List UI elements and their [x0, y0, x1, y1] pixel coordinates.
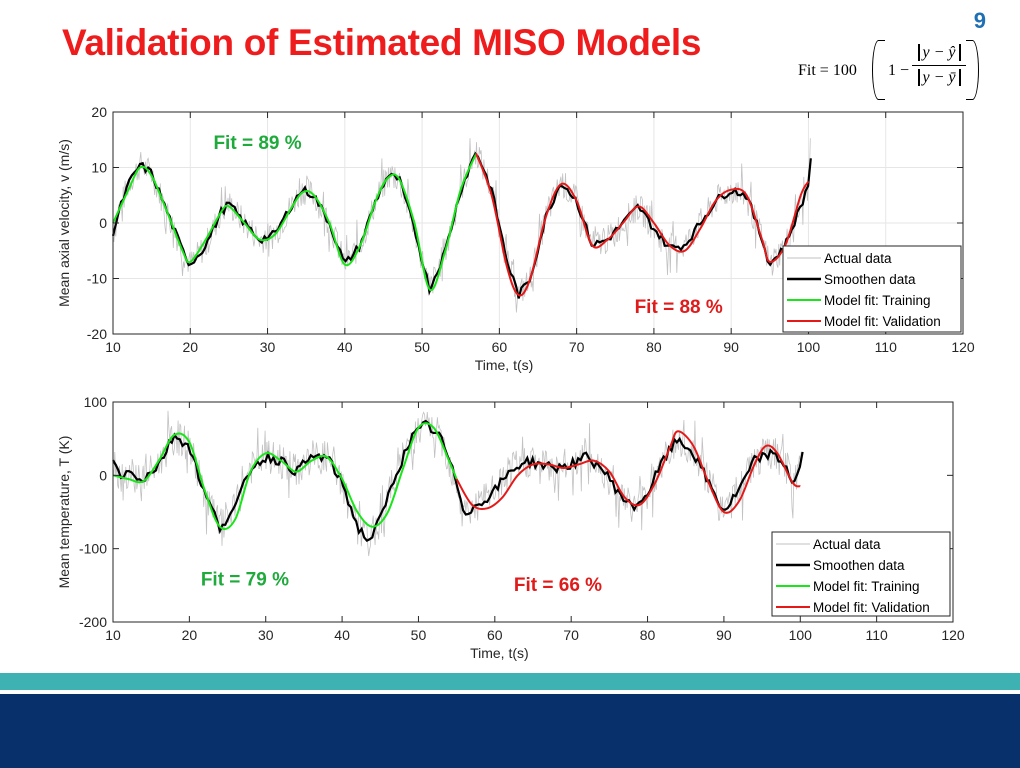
series-model-fit-validation	[475, 153, 810, 297]
x-tick-label: 120	[951, 339, 975, 355]
legend-label: Actual data	[813, 537, 881, 552]
x-tick-label: 110	[865, 627, 888, 643]
legend-label: Model fit: Validation	[813, 600, 930, 615]
x-tick-label: 110	[875, 339, 898, 355]
footer-navy-band	[0, 694, 1020, 768]
fit-formula: Fit = 100 1 − y − ŷ y − ȳ	[798, 36, 988, 102]
x-tick-label: 80	[640, 627, 656, 643]
slide-title: Validation of Estimated MISO Models	[62, 22, 702, 63]
y-axis-label: Mean axial velocity, v (m/s)	[56, 139, 72, 307]
x-tick-label: 30	[258, 627, 274, 643]
chart-2: 10 20 30 40 50 60 70 80 90 100 110 120 -200 -100 0 100 T…	[56, 394, 965, 661]
charts-canvas: 10 20 30 40 50 60 70 80 90 100 110 120-20-1001020Ti…	[56, 104, 975, 661]
legend-box	[771, 531, 951, 617]
y-tick-label: 0	[99, 215, 107, 231]
y-axis-label: Mean temperature, T (K)	[56, 436, 72, 589]
legend-label: Smoothen data	[824, 272, 916, 287]
formula-denominator: y − ȳ	[917, 69, 961, 86]
y-tick-label: 100	[84, 394, 108, 410]
series-model-fit-validation	[455, 430, 801, 514]
formula-one-minus: 1 −	[888, 62, 910, 79]
legend: Actual data Smoothen data Model fit: Train…	[782, 245, 962, 333]
legend-label: Actual data	[824, 251, 892, 266]
x-tick-label: 10	[105, 627, 121, 643]
y-tick-label: -10	[87, 271, 107, 287]
footer-gap	[0, 690, 1020, 694]
legend-label: Smoothen data	[813, 558, 905, 573]
formula-lhs: Fit = 100	[798, 62, 857, 79]
x-tick-label: 90	[716, 627, 732, 643]
y-tick-label: 0	[99, 467, 107, 483]
x-tick-label: 120	[941, 627, 965, 643]
series-actual-data	[112, 410, 803, 557]
series-model-fit-training	[112, 153, 478, 291]
formula-numerator: y − ŷ	[917, 44, 961, 61]
x-tick-label: 80	[646, 339, 662, 355]
formula-fraction: y − ŷ y − ȳ	[912, 42, 966, 87]
series-smoothen-data	[111, 151, 812, 299]
x-tick-label: 60	[487, 627, 503, 643]
y-tick-label: 20	[91, 104, 107, 120]
x-tick-label: 100	[789, 627, 813, 643]
legend-label: Model fit: Training	[813, 579, 920, 594]
x-tick-label: 70	[563, 627, 579, 643]
y-tick-label: -200	[79, 614, 107, 630]
legend: Actual data Smoothen data Model fit: Train…	[771, 531, 951, 617]
legend-box	[782, 245, 962, 333]
y-tick-label: 10	[91, 160, 107, 176]
x-axis-label: Time, t(s)	[475, 357, 534, 373]
legend-label: Model fit: Validation	[824, 314, 941, 329]
fit-annotation: Fit = 88 %	[635, 297, 723, 318]
formula-paren-right	[966, 40, 979, 100]
x-axis-label: Time, t(s)	[470, 645, 529, 661]
chart-1: 10 20 30 40 50 60 70 80 90 100 110 120 -20 -10 0 10 20 Ti…	[56, 104, 975, 373]
series-actual-data	[112, 138, 811, 313]
fit-annotation: Fit = 79 %	[201, 569, 289, 590]
x-tick-label: 60	[492, 339, 508, 355]
x-tick-label: 100	[797, 339, 821, 355]
fit-annotation: Fit = 66 %	[514, 575, 602, 596]
x-tick-label: 30	[260, 339, 276, 355]
slide-number: 9	[973, 8, 986, 33]
x-tick-label: 90	[723, 339, 739, 355]
formula-paren-left	[872, 40, 885, 100]
y-tick-label: -20	[87, 326, 107, 342]
x-tick-label: 20	[182, 339, 198, 355]
x-tick-label: 20	[182, 627, 198, 643]
y-tick-label: -100	[79, 541, 107, 557]
x-tick-label: 40	[334, 627, 350, 643]
x-tick-label: 40	[337, 339, 353, 355]
x-tick-label: 50	[411, 627, 427, 643]
x-tick-label: 70	[569, 339, 585, 355]
axes-box	[112, 401, 954, 623]
legend-label: Model fit: Training	[824, 293, 931, 308]
fit-annotation: Fit = 89 %	[213, 133, 301, 154]
x-tick-label: 10	[105, 339, 121, 355]
series-model-fit-training	[112, 422, 458, 530]
series-smoothen-data	[112, 419, 804, 542]
footer-teal-band	[0, 673, 1020, 690]
x-tick-label: 50	[414, 339, 430, 355]
